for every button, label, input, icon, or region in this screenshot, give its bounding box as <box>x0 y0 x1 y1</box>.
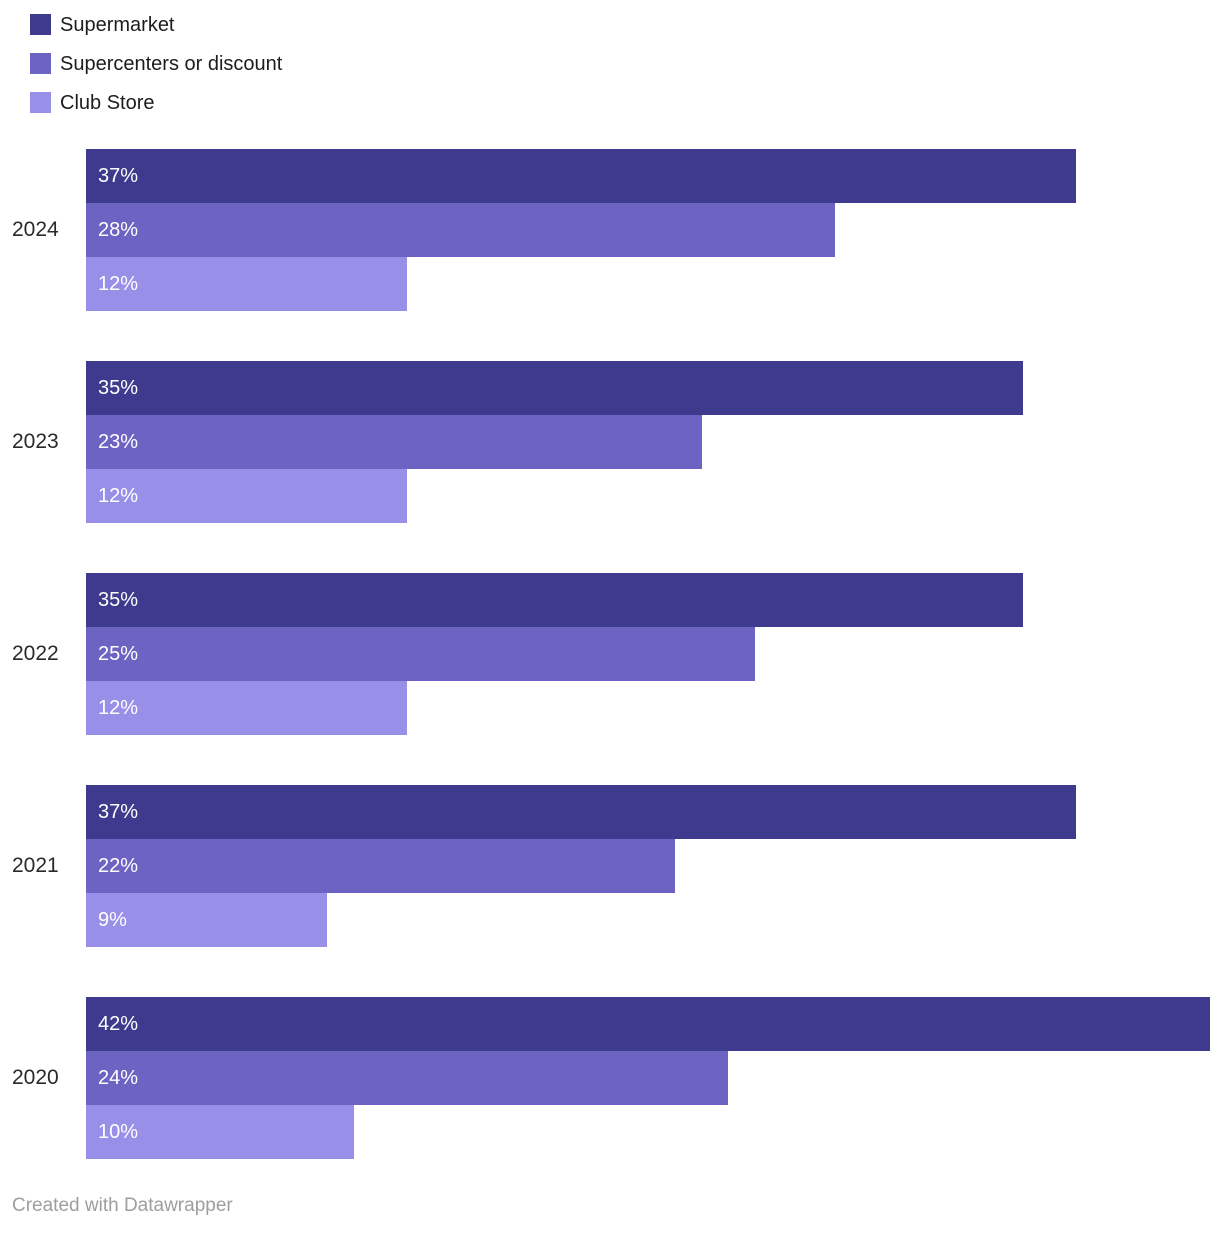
legend-label: Club Store <box>60 91 155 114</box>
bar-value-label: 42% <box>98 1012 139 1035</box>
bar-stack: 35% 25% 12% <box>86 573 1210 735</box>
bar: 12% <box>86 257 408 311</box>
category-label: 2020 <box>12 1066 59 1089</box>
bar-stack: 37% 22% 9% <box>86 785 1210 947</box>
bar-value-label: 37% <box>98 164 139 187</box>
bar: 10% <box>86 1105 354 1159</box>
bar: 12% <box>86 469 408 523</box>
bar: 24% <box>86 1051 729 1105</box>
bar-value-label: 23% <box>98 430 139 453</box>
bar: 35% <box>86 573 1023 627</box>
bar-value-label: 9% <box>98 908 127 931</box>
bar: 37% <box>86 149 1077 203</box>
bar: 12% <box>86 681 408 735</box>
bar-value-label: 28% <box>98 218 139 241</box>
legend-item: Supermarket <box>30 14 1220 35</box>
legend-item: Club Store <box>30 92 1220 113</box>
legend-swatch <box>30 14 51 35</box>
bar-group: 2021 37% 22% 9% <box>0 785 1220 947</box>
bar: 23% <box>86 415 702 469</box>
bar-group: 2020 42% 24% 10% <box>0 997 1220 1159</box>
bar-value-label: 12% <box>98 484 139 507</box>
bar: 22% <box>86 839 675 893</box>
legend-swatch <box>30 92 51 113</box>
bar: 9% <box>86 893 327 947</box>
bar-value-label: 37% <box>98 800 139 823</box>
bar-stack: 37% 28% 12% <box>86 149 1210 311</box>
category-label: 2021 <box>12 854 59 877</box>
bar-value-label: 12% <box>98 272 139 295</box>
bar-value-label: 25% <box>98 642 139 665</box>
legend-item: Supercenters or discount <box>30 53 1220 74</box>
legend-swatch <box>30 53 51 74</box>
bar-value-label: 10% <box>98 1120 139 1143</box>
legend-label: Supercenters or discount <box>60 52 283 75</box>
bar-group: 2024 37% 28% 12% <box>0 149 1220 311</box>
category-label: 2022 <box>12 642 59 665</box>
bar: 25% <box>86 627 756 681</box>
bar-value-label: 24% <box>98 1066 139 1089</box>
bar-group: 2023 35% 23% 12% <box>0 361 1220 523</box>
category-label: 2023 <box>12 430 59 453</box>
bar-value-label: 35% <box>98 588 139 611</box>
bar: 28% <box>86 203 836 257</box>
legend-label: Supermarket <box>60 13 175 36</box>
bar-stack: 42% 24% 10% <box>86 997 1210 1159</box>
chart-credit: Created with Datawrapper <box>12 1195 233 1216</box>
bar: 37% <box>86 785 1077 839</box>
bar-value-label: 12% <box>98 696 139 719</box>
bar: 35% <box>86 361 1023 415</box>
bar: 42% <box>86 997 1210 1051</box>
category-label: 2024 <box>12 218 59 241</box>
bar-value-label: 22% <box>98 854 139 877</box>
bar-value-label: 35% <box>98 376 139 399</box>
legend: Supermarket Supercenters or discount Club … <box>0 0 1220 113</box>
bar-stack: 35% 23% 12% <box>86 361 1210 523</box>
chart-plot-area: 2024 37% 28% 12% 2023 35% 23% 12% 2022 35% 25% 12% 2… <box>0 149 1220 1159</box>
bar-group: 2022 35% 25% 12% <box>0 573 1220 735</box>
